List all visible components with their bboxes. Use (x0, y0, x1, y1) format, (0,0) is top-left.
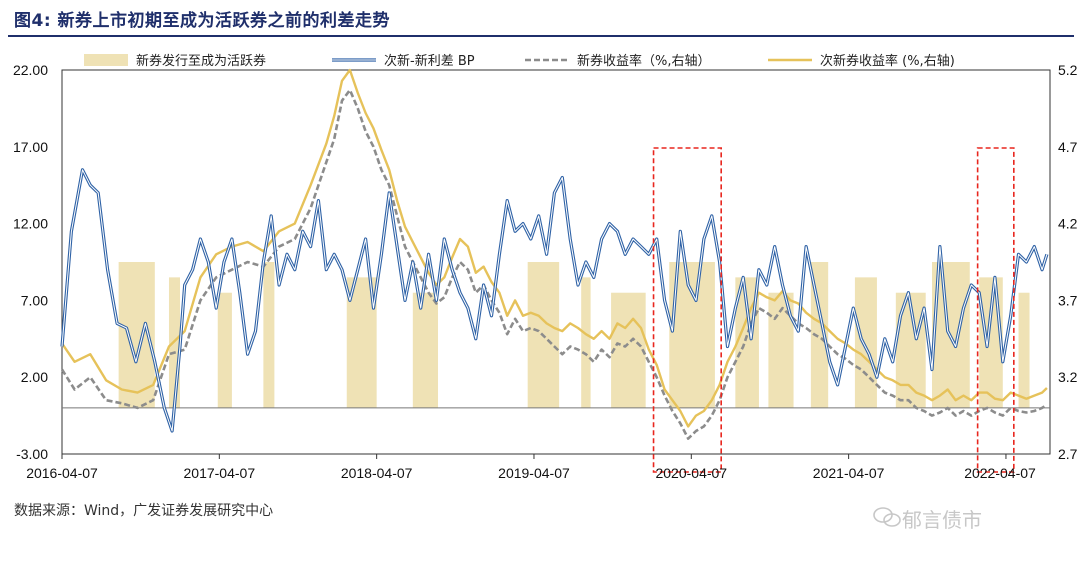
title-divider (8, 35, 1074, 37)
right-axis-tick-label: 2.7 (1058, 446, 1078, 462)
highlight-boxes (652, 147, 1015, 473)
chart-title: 图4: 新券上市初期至成为活跃券之前的利差走势 (14, 11, 391, 31)
shaded-period-17 (1018, 292, 1030, 408)
shaded-period-2 (217, 292, 232, 408)
legend-label-0: 新券发行至成为活跃券 (136, 53, 266, 69)
shaded-period-7 (581, 277, 591, 408)
highlight-box-0 (652, 147, 722, 473)
left-axis-tick-label: 2.00 (21, 369, 48, 385)
series-line-new-yield (60, 88, 1048, 440)
right-axis-tick-label: 5.2 (1058, 62, 1078, 78)
series-line-spread-inner (61, 169, 1048, 432)
left-axis-tick-label: 22.00 (13, 62, 48, 78)
left-axis-tick-label: 17.00 (13, 139, 48, 155)
right-axis-tick-label: 3.7 (1058, 292, 1078, 308)
series-line-sub-new-yield (61, 68, 1048, 428)
x-axis-tick-label: 2018-04-07 (341, 465, 413, 481)
legend-label-1: 次新-新利差 BP (384, 53, 475, 69)
shaded-period-5 (412, 292, 439, 408)
tick-labels: 22.00 17.00 12.00 7.00 2.00 -3.00 5.2 4.7 4.2 3.7… (13, 62, 1078, 481)
left-axis-tick-label: 7.00 (21, 292, 48, 308)
x-axis-tick-label: 2021-04-07 (813, 465, 885, 481)
left-axis-tick-label: 12.00 (13, 216, 48, 232)
right-axis-tick-label: 3.2 (1058, 369, 1078, 385)
x-axis-tick-label: 2019-04-07 (498, 465, 570, 481)
legend-label-3: 次新券收益率 (%,右轴) (820, 53, 955, 69)
shaded-period-8 (611, 292, 646, 408)
watermark-text: 郁言债市 (902, 508, 982, 532)
legend-label-2: 新券收益率（%,右轴） (577, 53, 711, 69)
x-axis-tick-label: 2020-04-07 (655, 465, 727, 481)
wechat-icon (873, 507, 901, 527)
shaded-period-13 (854, 277, 877, 408)
source-note: 数据来源：Wind，广发证券发展研究中心 (14, 503, 274, 519)
series-lines (60, 68, 1049, 440)
left-axis-tick-label: -3.00 (16, 446, 48, 462)
plot-frame (61, 69, 1051, 455)
highlight-box-1 (976, 147, 1015, 473)
right-axis-tick-label: 4.7 (1058, 139, 1078, 155)
legend: 新券发行至成为活跃券 次新-新利差 BP 新券收益率（%,右轴） 次新券收益率 (%,… (84, 53, 955, 69)
legend-swatch-shade (84, 54, 128, 66)
shaded-period-16 (979, 277, 1003, 408)
x-axis-tick-label: 2017-04-07 (184, 465, 256, 481)
shaded-period-3 (263, 262, 275, 408)
x-axis-tick-label: 2022-04-07 (964, 465, 1036, 481)
axes (61, 69, 1051, 459)
right-axis-tick-label: 4.2 (1058, 216, 1078, 232)
x-axis-tick-label: 2016-04-07 (26, 465, 98, 481)
chart-canvas: 22.00 17.00 12.00 7.00 2.00 -3.00 5.2 4.7 4.2 3.7… (13, 53, 1078, 481)
